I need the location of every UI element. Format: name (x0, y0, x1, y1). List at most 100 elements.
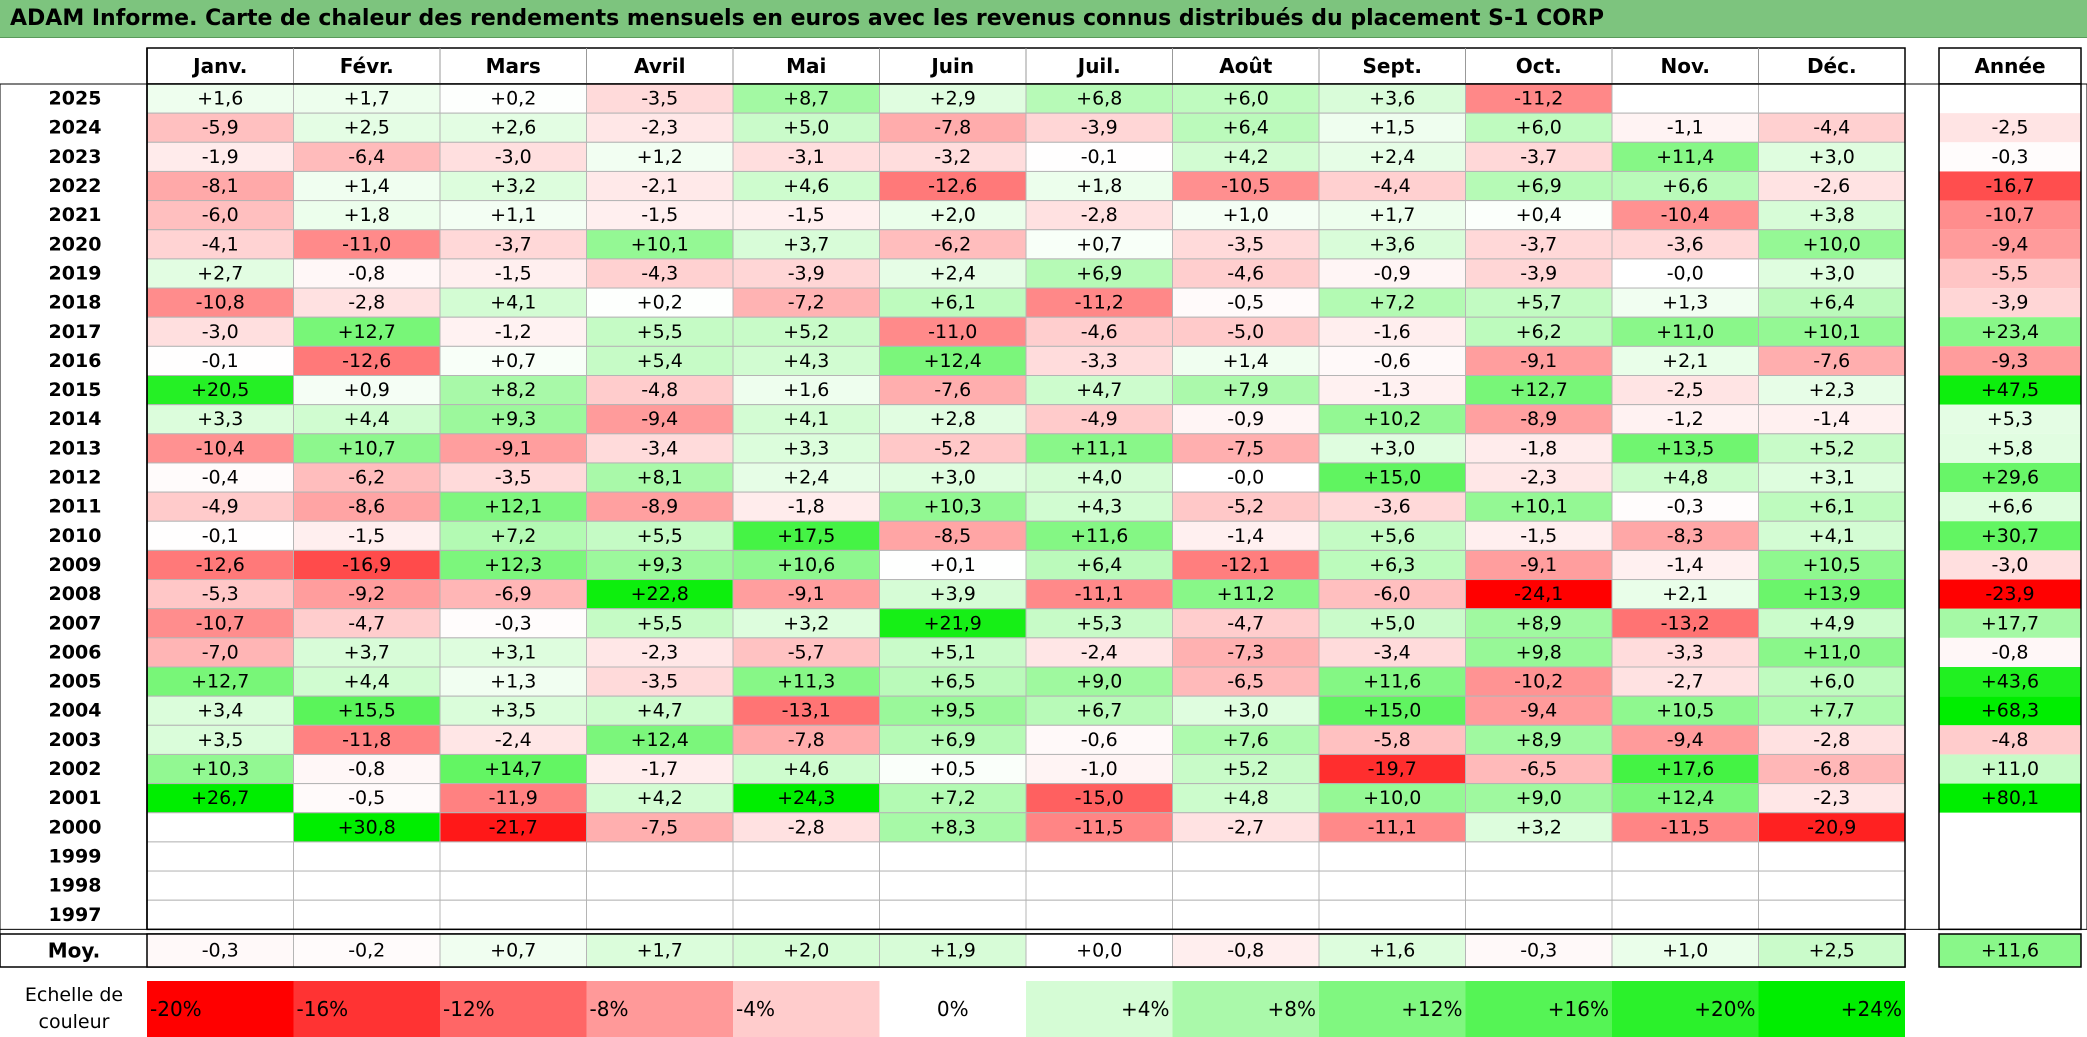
heatmap-cell (1465, 724, 1613, 755)
cell-value: +13,9 (1803, 583, 1861, 605)
cell-value: -3,7 (1520, 146, 1557, 168)
cell-value: +7,2 (930, 787, 976, 809)
cell-value: +2,5 (344, 117, 390, 139)
heatmap-cell (1758, 549, 1906, 581)
heatmap-cell (1172, 462, 1320, 493)
cell-value: +9,0 (1076, 671, 1122, 693)
cell-value: -3,6 (1374, 496, 1411, 518)
heatmap-cell (1318, 345, 1466, 377)
heatmap-cell (1172, 724, 1320, 755)
annual-value: -0,3 (1991, 146, 2028, 168)
heatmap-cell (1172, 695, 1320, 726)
heatmap-cell (732, 345, 880, 377)
heatmap-cell (1611, 724, 1759, 755)
cell-value: -15,0 (1075, 787, 1124, 809)
cell-value: -12,6 (196, 554, 245, 576)
cell-value: -2,7 (1227, 816, 1264, 838)
avg-value: +1,0 (1662, 940, 1708, 962)
cell-value: +1,4 (344, 175, 390, 197)
heatmap-cell (1611, 462, 1759, 493)
cell-value: +7,9 (1223, 379, 1269, 401)
avg-value: +2,0 (783, 940, 829, 962)
annual-header-box (1938, 47, 2082, 85)
annual-cell (1939, 637, 2081, 667)
cell-value: -7,5 (1227, 437, 1264, 459)
year-label: 2013 (49, 437, 102, 459)
cell-value: -8,3 (1667, 525, 1704, 547)
month-header: Févr. (340, 54, 394, 78)
heatmap-cell (1758, 462, 1906, 493)
annual-value: +6,6 (1987, 496, 2033, 518)
heatmap-cell (1758, 637, 1906, 668)
cell-value: +10,3 (191, 758, 249, 780)
heatmap-cell (146, 841, 294, 872)
month-header: Juil. (1076, 54, 1121, 78)
heatmap-cell (1758, 433, 1906, 464)
cell-value: +10,5 (1803, 554, 1861, 576)
cell-value: +4,2 (637, 787, 683, 809)
cell-value: +12,3 (484, 554, 542, 576)
heatmap-cell (439, 608, 587, 639)
heatmap-cell (1318, 170, 1466, 202)
cell-value: +6,9 (1516, 175, 1562, 197)
cell-value: -4,4 (1813, 117, 1850, 139)
heatmap-cell (439, 433, 587, 464)
heatmap-cell (1611, 870, 1759, 901)
heatmap-cell (732, 229, 880, 260)
heatmap-cell (1318, 258, 1466, 289)
heatmap-cell (1611, 404, 1759, 435)
heatmap-cell (586, 899, 734, 930)
heatmap-cell (293, 112, 441, 143)
cell-value: -8,9 (1520, 408, 1557, 430)
cell-value: +4,3 (783, 350, 829, 372)
cell-value: +3,0 (1369, 437, 1415, 459)
heatmap-cell (1465, 433, 1613, 464)
year-label: 2002 (49, 758, 102, 780)
heatmap-cell (1758, 753, 1906, 785)
year-label: 2007 (49, 612, 102, 634)
cell-value: +11,4 (1656, 146, 1714, 168)
annual-cell (1939, 84, 2081, 114)
year-label: 1997 (49, 904, 102, 926)
cell-value: -3,1 (788, 146, 825, 168)
cell-value: +7,6 (1223, 729, 1269, 751)
annual-cell (1939, 900, 2081, 930)
heatmap-cell (1318, 229, 1466, 260)
cell-value: +8,9 (1516, 729, 1562, 751)
annual-cell (1939, 317, 2081, 347)
month-header: Mai (786, 54, 826, 78)
avg-value: +1,6 (1369, 940, 1415, 962)
cell-value: -8,1 (202, 175, 239, 197)
page-title: ADAM Informe. Carte de chaleur des rende… (0, 0, 2087, 38)
cell-value: -7,8 (788, 729, 825, 751)
cell-value: +4,4 (344, 408, 390, 430)
heatmap-cell (879, 579, 1027, 610)
heatmap-cell (146, 783, 294, 814)
heatmap-cell (1465, 637, 1613, 668)
cell-value: -11,2 (1075, 292, 1124, 314)
cell-value: -2,4 (1081, 641, 1118, 663)
cell-value: -3,4 (1374, 641, 1411, 663)
cell-value: +4,1 (783, 408, 829, 430)
cell-value: -4,9 (202, 496, 239, 518)
heatmap-cell (439, 141, 587, 172)
cell-value: +11,0 (1803, 641, 1861, 663)
heatmap-cell (1465, 375, 1613, 406)
cell-value: -1,7 (641, 758, 678, 780)
month-header: Nov. (1661, 54, 1710, 78)
cell-value: -2,3 (641, 117, 678, 139)
heatmap-cell (293, 375, 441, 406)
heatmap-cell (146, 870, 294, 901)
year-label: 2005 (49, 671, 102, 693)
cell-value: +3,2 (490, 175, 536, 197)
annual-value: +30,7 (1981, 525, 2039, 547)
cell-value: +3,2 (1516, 816, 1562, 838)
heatmap-cell (1465, 141, 1613, 172)
cell-value: -5,2 (1227, 496, 1264, 518)
cell-value: +5,5 (637, 525, 683, 547)
heatmap-cell (1758, 112, 1906, 143)
heatmap-cell (586, 549, 734, 581)
avg-cell (879, 933, 1027, 968)
heatmap-cell (586, 316, 734, 347)
year-label: 2023 (49, 146, 102, 168)
